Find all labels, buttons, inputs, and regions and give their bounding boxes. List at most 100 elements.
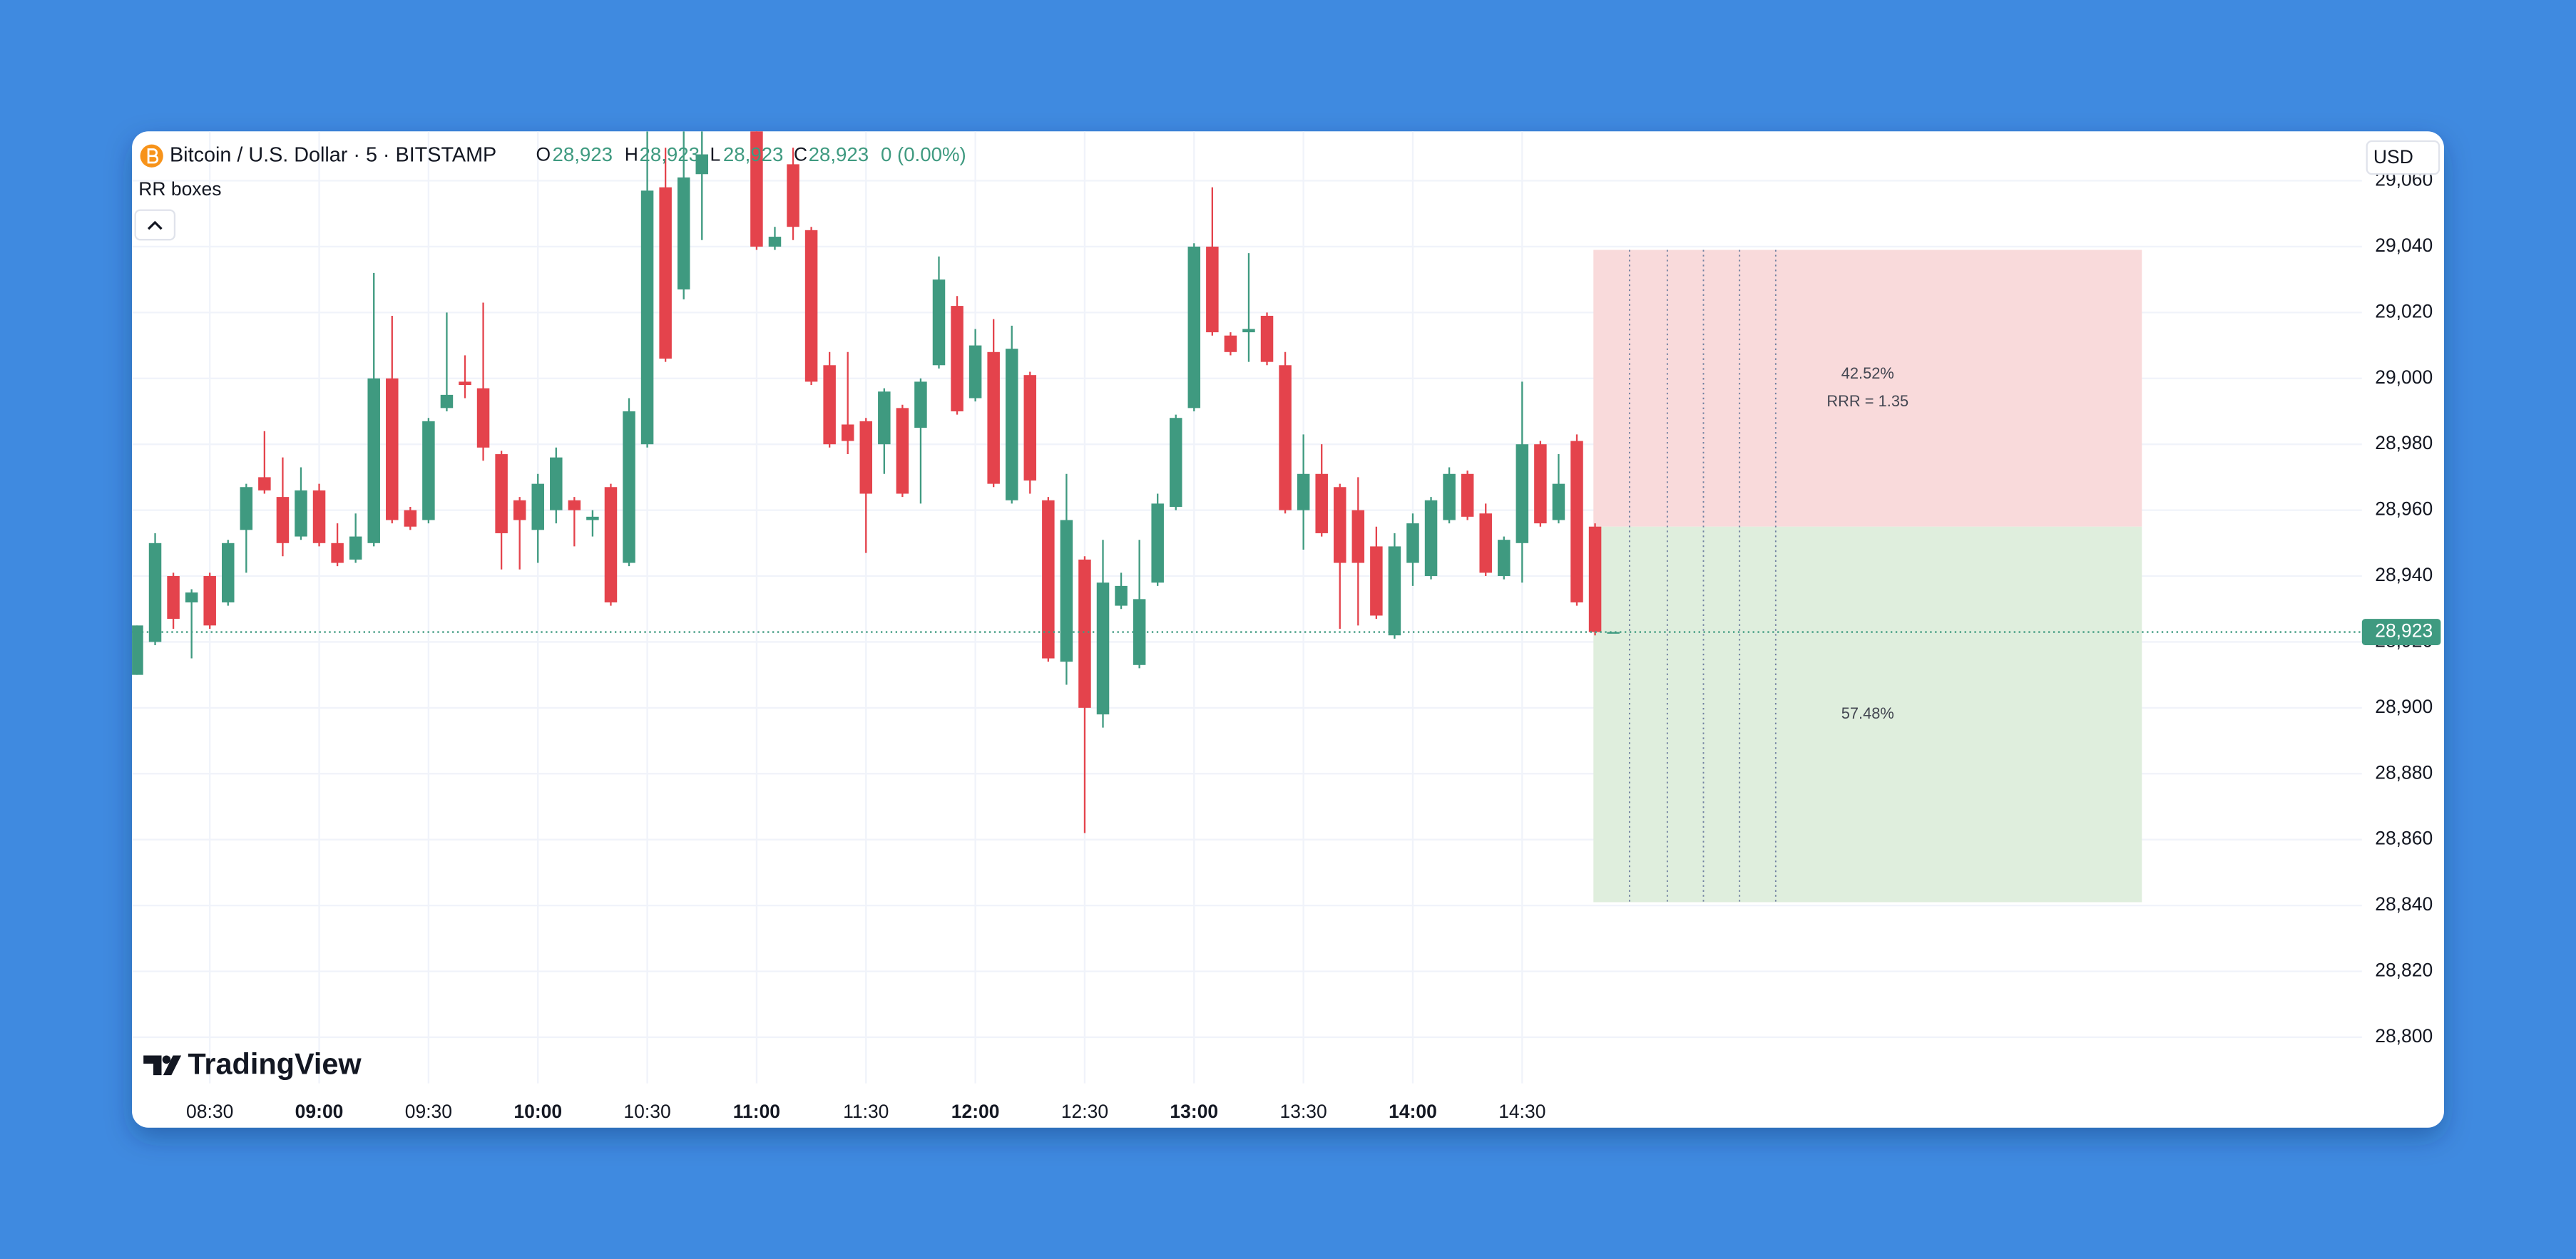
candle-body [750, 131, 763, 247]
candle-body [1206, 246, 1219, 333]
candle-body [1242, 329, 1255, 333]
candle-body [640, 190, 654, 445]
y-tick-label: 28,940 [2375, 564, 2433, 585]
candle-body [1042, 500, 1055, 659]
candle-body [586, 516, 599, 520]
candle-body [804, 230, 818, 382]
candle-body [568, 500, 581, 510]
candle-body [1187, 246, 1201, 408]
x-tick-label: 13:30 [1280, 1101, 1327, 1122]
y-tick-label: 28,960 [2375, 498, 2433, 520]
candle-body [951, 306, 964, 411]
x-tick-label: 11:30 [843, 1101, 889, 1122]
axes: 28,800 28,820 28,840 28,860 28,880 28,900 28,9… [186, 169, 2441, 1122]
candle-body [677, 177, 690, 290]
risk-reward-ratio: RRR = 1.35 [1826, 392, 1908, 410]
x-tick-label: 13:00 [1170, 1101, 1218, 1122]
candle-body [240, 487, 253, 530]
y-tick-label: 28,800 [2375, 1025, 2433, 1047]
rr-box [1593, 250, 2142, 903]
candle-body [1115, 585, 1128, 606]
h-value: 28,923 [640, 143, 700, 165]
x-tick-label: 12:30 [1061, 1101, 1108, 1122]
candle-body [1479, 513, 1492, 573]
candle-body [1005, 349, 1018, 500]
candle-body [1552, 483, 1565, 520]
candle-body [167, 576, 180, 620]
x-tick-label: 08:30 [186, 1101, 233, 1122]
candle-body [531, 483, 544, 530]
candle-body [367, 378, 380, 543]
x-tick-label: 09:00 [295, 1101, 344, 1122]
candle-body [1607, 632, 1620, 634]
y-tick-label: 28,980 [2375, 432, 2433, 453]
candle-body [823, 365, 836, 445]
candle-body [787, 164, 799, 227]
candle-body [1370, 546, 1383, 616]
candle-body [1078, 559, 1091, 708]
candle-body [695, 154, 708, 175]
indicator-name: RR boxes [138, 178, 221, 200]
candle-body [859, 421, 873, 494]
candle-body [1297, 473, 1310, 510]
brand-logo-dot [162, 1055, 171, 1064]
candle-body [1406, 523, 1419, 563]
brand-name: TradingView [188, 1047, 362, 1080]
collapse-button[interactable] [134, 209, 176, 241]
candle-body [1588, 526, 1602, 632]
candle-body [1151, 503, 1164, 583]
x-tick-label: 14:00 [1389, 1101, 1437, 1122]
candle-body [1351, 510, 1365, 563]
candle-body [604, 487, 618, 602]
symbol: Bitcoin / U.S. Dollar · 5 · BITSTAMP [170, 143, 496, 166]
candle-body [148, 543, 162, 642]
y-tick-label: 28,880 [2375, 761, 2433, 783]
x-tick-label: 12:00 [951, 1101, 1000, 1122]
candle-body [459, 381, 471, 386]
candle-body [896, 408, 909, 494]
candle-body [440, 394, 454, 408]
candle-body [1096, 582, 1110, 715]
candle-body [312, 490, 326, 543]
l-label: L [710, 144, 721, 165]
x-tick-label: 11:00 [733, 1101, 780, 1122]
candle-body [1516, 444, 1529, 543]
x-tick-label: 10:30 [623, 1101, 670, 1122]
candle-body [222, 543, 235, 602]
candle-body [386, 378, 399, 520]
candle-body [1534, 444, 1547, 524]
candle-body [878, 391, 891, 445]
last-price-badge [2361, 619, 2441, 645]
l-value: 28,923 [723, 143, 783, 165]
candle-body [295, 490, 307, 537]
candles [132, 131, 2362, 833]
candle-body [404, 510, 417, 527]
candle-body [203, 576, 216, 626]
currency-button[interactable] [2366, 140, 2440, 175]
risk-zone [1593, 250, 2142, 527]
candle-body [914, 381, 927, 428]
chevron-icon [147, 220, 163, 230]
candle-body [1461, 473, 1474, 517]
candle-body [1224, 335, 1237, 352]
candle-body [1133, 599, 1146, 665]
brand-logo [143, 1055, 182, 1076]
candle-body [1498, 540, 1511, 577]
candle-body [258, 477, 271, 490]
candle-body [422, 421, 435, 520]
y-tick-label: 28,840 [2375, 893, 2433, 915]
candle-body [349, 536, 362, 560]
candle-body [659, 187, 672, 359]
o-label: O [536, 144, 551, 165]
candle-body [1315, 473, 1328, 533]
candle-body [968, 345, 982, 399]
c-value: 28,923 [809, 143, 869, 165]
candle-body [1334, 487, 1346, 563]
coin-glyph [147, 148, 159, 164]
c-label: C [794, 144, 807, 165]
y-tick-label: 28,820 [2375, 960, 2433, 981]
candle-body [1260, 315, 1274, 362]
candle-body [623, 411, 635, 563]
y-tick-label: 28,860 [2375, 828, 2433, 849]
